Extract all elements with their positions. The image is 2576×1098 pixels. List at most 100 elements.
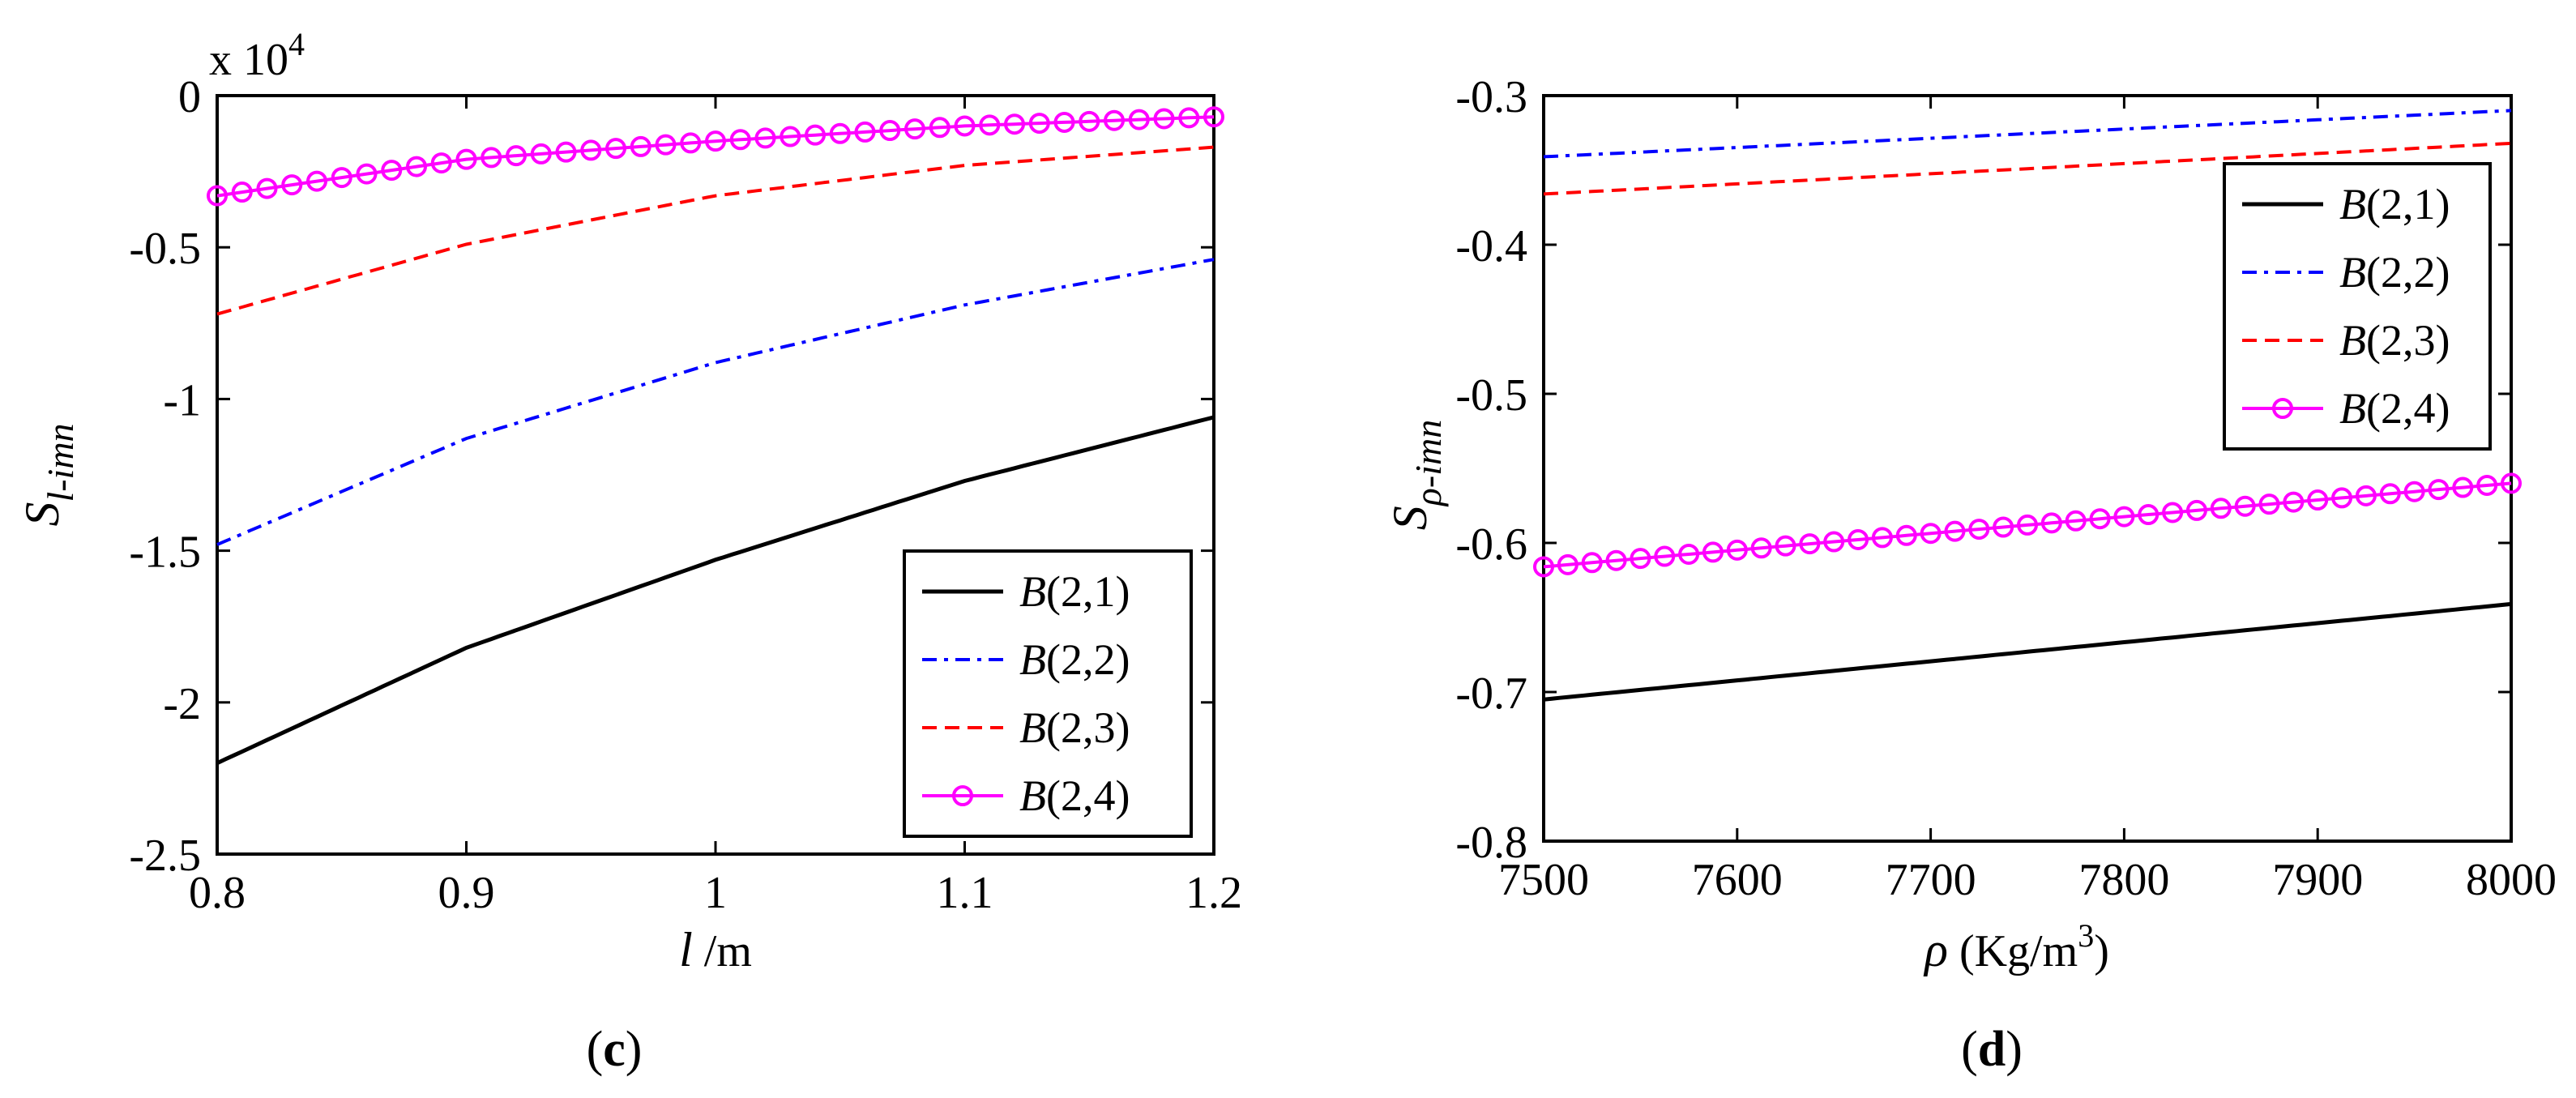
panel-c-series-marker-4 bbox=[406, 156, 427, 177]
panel-d-series-marker-4 bbox=[1654, 545, 1676, 567]
panel-d-legend-label-4: B(2,4) bbox=[2339, 384, 2450, 433]
panel-d-legend-label-3: B(2,3) bbox=[2339, 316, 2450, 365]
panel-c-series-marker-4 bbox=[1053, 111, 1075, 133]
panel-d-xlabel: ρ (Kg/m3) bbox=[1923, 917, 2109, 976]
panel-c-ytick-label: 0 bbox=[178, 72, 201, 122]
panel-d-legend-marker-4 bbox=[2272, 398, 2293, 419]
panel-c-series-marker-4 bbox=[954, 115, 976, 137]
panel-c-series-line-2 bbox=[216, 258, 1215, 546]
panel-d-series-marker-4 bbox=[1581, 552, 1603, 574]
panel-d-series-marker-4 bbox=[2162, 502, 2184, 523]
panel-c-series-marker-4 bbox=[530, 143, 552, 164]
panel-d-series-marker-4 bbox=[2355, 485, 2377, 506]
panel-d-series-marker-4 bbox=[1871, 527, 1893, 549]
panel-c: 0.8 0.9 1 1.1 1.2 0 -0.5 -1 -1.5 -2 -2.5 x 104 B(2,1… bbox=[15, 26, 1242, 1077]
panel-d-series-marker-4 bbox=[2089, 508, 2111, 530]
panel-c-legend-label-1: B(2,1) bbox=[1019, 567, 1130, 616]
panel-c-series-marker-4 bbox=[506, 145, 527, 167]
panel-c-ytick-label: -1.5 bbox=[129, 528, 201, 578]
panel-c-series-marker-4 bbox=[929, 117, 951, 139]
panel-c-legend-label-2: B(2,2) bbox=[1019, 635, 1130, 684]
panel-c-series-marker-4 bbox=[555, 141, 577, 163]
panel-c-series-marker-4 bbox=[1079, 110, 1100, 132]
panel-c-series-marker-4 bbox=[904, 118, 925, 140]
panel-d-series-marker-4 bbox=[2040, 512, 2062, 534]
panel-c-ytick-label: -0.5 bbox=[129, 224, 201, 274]
panel-d-series-marker-4 bbox=[2379, 483, 2401, 505]
panel-c-xtick-label: 1.2 bbox=[1185, 868, 1242, 918]
panel-c-series-marker-4 bbox=[580, 139, 602, 161]
panel-c-series-marker-4 bbox=[256, 177, 278, 199]
panel-d-legend-label-2: B(2,2) bbox=[2339, 248, 2450, 297]
panel-c-series-marker-4 bbox=[281, 174, 303, 196]
panel-c-series-marker-4 bbox=[680, 132, 702, 154]
panel-d-series-marker-4 bbox=[2501, 472, 2522, 494]
panel-d-series-marker-4 bbox=[2258, 493, 2280, 515]
panel-d-ytick-label: -0.7 bbox=[1455, 669, 1527, 719]
panel-c-legend-marker-4 bbox=[952, 785, 973, 806]
panel-d-ylabel: Sρ-imn bbox=[1383, 420, 1449, 530]
panel-c-series-marker-4 bbox=[1153, 108, 1175, 130]
panel-c-xtick-label: 0.8 bbox=[189, 868, 246, 918]
panel-c-xlabel: l /m bbox=[679, 923, 752, 976]
panel-d-legend-box bbox=[2223, 162, 2492, 451]
panel-d-series-line-1 bbox=[1543, 601, 2512, 702]
panel-d-xtick-label: 7700 bbox=[1886, 855, 1976, 905]
panel-d-series-marker-4 bbox=[1968, 519, 1990, 540]
panel-d-series-line-2 bbox=[1543, 109, 2512, 159]
panel-c-legend-box bbox=[903, 549, 1193, 838]
panel-c-legend-label-3: B(2,3) bbox=[1019, 703, 1130, 752]
panel-c-series-marker-4 bbox=[854, 121, 876, 143]
panel-c-series-marker-4 bbox=[829, 122, 851, 144]
panel-d-series-marker-4 bbox=[1944, 520, 1966, 542]
panel-d-series-marker-4 bbox=[2476, 474, 2498, 496]
panel-d-series-marker-4 bbox=[2210, 498, 2232, 519]
panel-d-series-marker-4 bbox=[1799, 533, 1821, 555]
panel-d-legend-label-1: B(2,1) bbox=[2339, 180, 2450, 229]
panel-c-series-marker-4 bbox=[705, 130, 726, 152]
panel-d-series-marker-4 bbox=[1726, 539, 1748, 561]
panel-c-series-marker-4 bbox=[605, 138, 626, 160]
panel-c-series-marker-4 bbox=[455, 148, 477, 170]
panel-d-series-marker-4 bbox=[2331, 487, 2353, 509]
panel-c-multiplier-label: x 104 bbox=[209, 26, 305, 85]
panel-c-series-line-1 bbox=[216, 415, 1215, 765]
panel-c-series-marker-4 bbox=[630, 135, 651, 157]
panel-c-series-marker-4 bbox=[481, 147, 502, 169]
panel-d-series-marker-4 bbox=[2234, 495, 2256, 517]
panel-d-xtick-label: 8000 bbox=[2466, 855, 2557, 905]
panel-c-series-marker-4 bbox=[1028, 113, 1050, 135]
panel-c-series-marker-4 bbox=[1178, 107, 1200, 129]
panel-d-series-marker-4 bbox=[2185, 499, 2207, 521]
panel-c-xtick-label: 1 bbox=[704, 868, 727, 918]
panel-d-series-marker-4 bbox=[2428, 479, 2450, 501]
panel-d-series-marker-4 bbox=[1823, 531, 1845, 553]
panel-d-series-marker-4 bbox=[1895, 524, 1917, 546]
panel-d-series-line-3 bbox=[1543, 141, 2512, 196]
panel-d-ytick-label: -0.6 bbox=[1455, 519, 1527, 570]
panel-c-series-marker-4 bbox=[430, 152, 452, 174]
panel-d-series-marker-4 bbox=[1848, 528, 1869, 550]
panel-c-series-marker-4 bbox=[1104, 109, 1125, 131]
panel-d-series-marker-4 bbox=[1920, 523, 1942, 545]
panel-d-xtick-label: 7800 bbox=[2078, 855, 2169, 905]
panel-d-ytick-label: -0.5 bbox=[1455, 370, 1527, 421]
panel-d-series-marker-4 bbox=[2017, 514, 2038, 536]
panel-d-series-marker-4 bbox=[2307, 489, 2329, 511]
panel-c-series-marker-4 bbox=[729, 129, 751, 151]
panel-c-ytick-label: -2.5 bbox=[129, 831, 201, 881]
panel-d-caption: (d) bbox=[1961, 1022, 2023, 1077]
panel-d-series-marker-4 bbox=[1533, 556, 1554, 578]
panel-d-series-marker-4 bbox=[2452, 476, 2474, 498]
panel-d-series-marker-4 bbox=[2283, 491, 2305, 513]
panel-d-series-marker-4 bbox=[1702, 541, 1724, 563]
panel-c-caption: (c) bbox=[587, 1022, 643, 1077]
panel-c-series-marker-4 bbox=[381, 160, 403, 182]
panel-d-series-marker-4 bbox=[1630, 548, 1651, 570]
panel-d-xtick-label: 7600 bbox=[1692, 855, 1783, 905]
panel-c-series-marker-4 bbox=[207, 185, 228, 207]
panel-c-xtick-label: 1.1 bbox=[937, 868, 993, 918]
panel-d-series-marker-4 bbox=[1993, 516, 2014, 538]
panel-c-series-marker-4 bbox=[979, 114, 1001, 136]
